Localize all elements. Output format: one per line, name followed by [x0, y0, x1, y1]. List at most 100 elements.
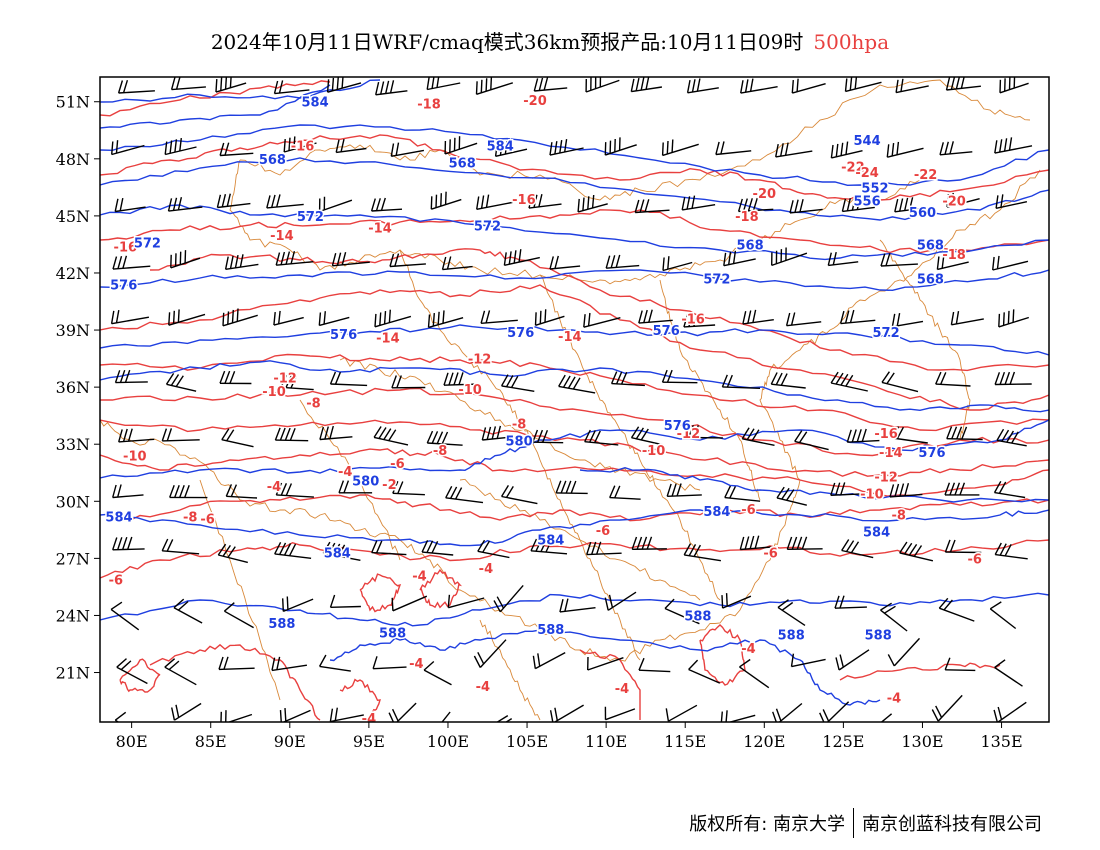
wind-barb-feather — [285, 375, 292, 388]
wind-barb-feather — [430, 196, 433, 210]
wind-barb-feather — [752, 197, 758, 211]
wind-barb-feather — [371, 540, 378, 553]
wind-barb-feather — [475, 81, 478, 95]
wind-barb-shaft — [116, 666, 148, 685]
map-frame — [99, 76, 1050, 723]
wind-barb-feather — [335, 139, 340, 153]
height-contour-line — [100, 509, 1049, 547]
temperature-contour-labels: -18 -20-16-16 -20-22-24 -22-20-18-18-16-14-… — [107, 92, 983, 722]
wind-barb-feather — [938, 597, 949, 609]
wind-barb-feather — [610, 371, 618, 384]
wind-barb-feather — [951, 192, 954, 206]
wind-barb-feather — [666, 140, 669, 155]
wind-barb-feather — [605, 255, 611, 269]
wind-barb-feather — [845, 374, 854, 387]
wind-barb-feather — [899, 198, 904, 212]
wind-barb-feather — [661, 369, 668, 383]
contour-label: 584 — [302, 96, 329, 111]
wind-barb-feather — [331, 77, 335, 91]
wind-barb-shaft — [559, 607, 596, 613]
wind-barb-feather — [280, 375, 287, 388]
wind-barb-shaft — [887, 147, 924, 158]
contour-label: -2 — [382, 478, 396, 493]
wind-barb-shaft — [164, 666, 197, 686]
wind-barb-feather — [891, 313, 896, 327]
wind-barb-feather — [453, 372, 459, 386]
wind-barb-feather — [290, 251, 296, 264]
wind-barb-feather — [179, 485, 185, 498]
wind-barb-feather — [282, 598, 284, 612]
wind-barb-feather — [591, 541, 597, 555]
wind-barb-feather — [834, 595, 840, 609]
wind-barb-feather — [781, 601, 794, 611]
wind-barb-feather — [481, 427, 487, 441]
wind-barb-feather — [229, 370, 236, 384]
wind-barb-feather — [318, 654, 327, 667]
wind-barb-feather — [172, 310, 175, 324]
wind-barb-feather — [391, 708, 399, 722]
wind-barb-feather — [994, 659, 1006, 669]
wind-barb-feather — [375, 198, 381, 211]
wind-barb-feather — [742, 311, 747, 325]
wind-barb-feather — [887, 654, 895, 667]
wind-barb-feather — [944, 539, 951, 553]
wind-barb-feather — [645, 77, 650, 90]
wind-barb-shaft — [162, 550, 200, 555]
wind-barb-feather — [999, 139, 1003, 153]
contour-label: -8 — [433, 444, 447, 459]
wind-barb-feather — [508, 251, 512, 265]
wind-barb-feather — [432, 313, 435, 327]
contour-label: -6 — [200, 512, 214, 527]
contour-label: 568 — [449, 157, 476, 172]
wind-barb-feather — [122, 255, 128, 269]
wind-barb-feather — [276, 656, 281, 670]
boundary-line — [659, 279, 761, 501]
wind-barb-feather — [446, 256, 452, 270]
temperature-contour-line — [100, 134, 1049, 201]
wind-barb-shaft — [840, 319, 876, 325]
temperature-contour-line — [100, 80, 331, 117]
wind-barb-feather — [615, 371, 623, 385]
wind-barb-feather — [500, 374, 509, 387]
height-contour-line — [100, 79, 381, 103]
wind-barb-feather — [784, 142, 789, 156]
title-main: 2024年10月11日WRF/cmaq模式36km预报产品:10月11日09时 — [210, 30, 804, 54]
wind-barb-feather — [630, 426, 640, 439]
height-contour-line — [100, 204, 1049, 261]
wind-barb-feather — [331, 253, 337, 266]
wind-barb-feather — [683, 314, 689, 328]
contour-label: -14 — [368, 221, 392, 236]
wind-barb-feather — [636, 536, 643, 550]
wind-barb-feather — [322, 541, 331, 554]
wind-barb-feather — [540, 539, 548, 552]
wind-barb-feather — [444, 191, 447, 205]
lon-tick-label: 90E — [274, 732, 306, 751]
wind-barb-feather — [693, 313, 699, 327]
wind-barb-feather — [850, 541, 860, 554]
wind-barb-feather — [846, 198, 851, 211]
wind-barb-feather — [423, 660, 435, 671]
height-contour-line — [100, 269, 1049, 292]
contour-label: 588 — [684, 610, 711, 625]
wind-barb-feather — [229, 77, 232, 88]
wind-barb-feather — [285, 251, 291, 265]
wind-barb-shaft — [389, 263, 426, 268]
wind-barb-feather — [729, 486, 737, 499]
wind-barb-feather — [326, 79, 330, 93]
wind-barb-feather — [491, 426, 497, 440]
wind-barb-feather — [220, 77, 223, 91]
wind-barb-feather — [222, 545, 231, 557]
wind-barb-feather — [473, 655, 481, 668]
wind-barb-shaft — [499, 584, 524, 613]
wind-barb-feather — [891, 426, 900, 439]
wind-barb-feather — [266, 195, 271, 209]
contour-label: 584 — [863, 526, 890, 541]
wind-barb-feather — [949, 141, 954, 155]
wind-barb-feather — [830, 371, 839, 384]
contour-label: 584 — [487, 140, 514, 155]
wind-barb-shaft — [994, 145, 1033, 154]
wind-barb-feather — [175, 375, 184, 387]
wind-barb-feather — [721, 595, 724, 609]
wind-barb-shaft — [274, 89, 310, 95]
wind-barb-feather — [950, 311, 955, 325]
